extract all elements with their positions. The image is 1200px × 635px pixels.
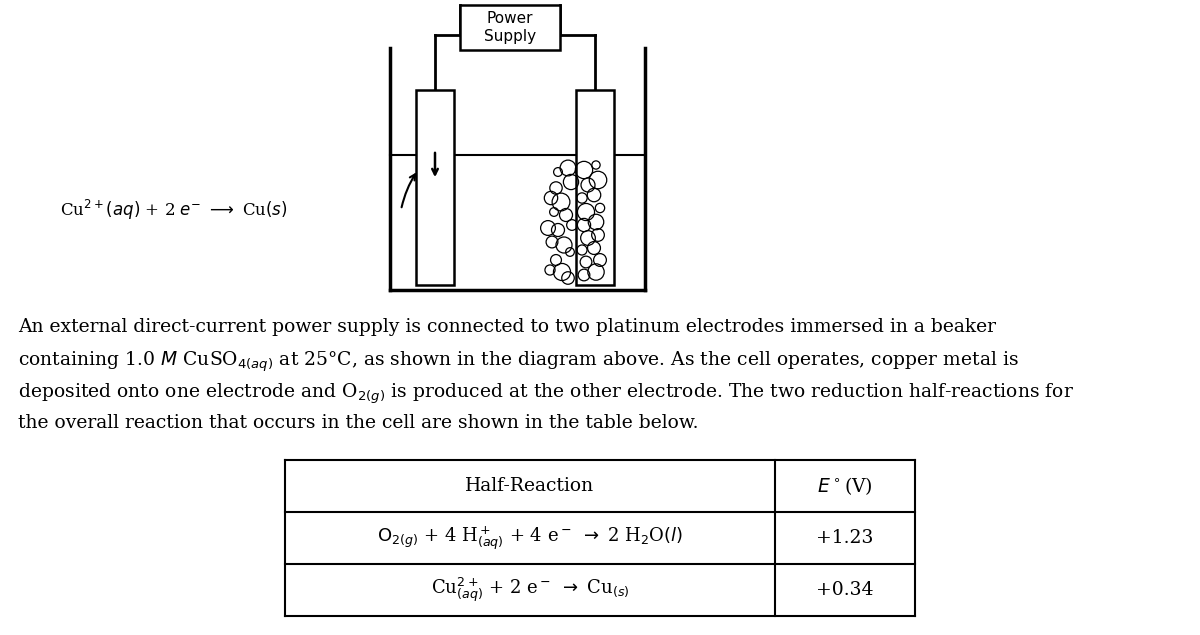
Text: containing 1.0 $M$ CuSO$_{4(aq)}$ at 25°C, as shown in the diagram above. As the: containing 1.0 $M$ CuSO$_{4(aq)}$ at 25°… xyxy=(18,350,1019,375)
Text: the overall reaction that occurs in the cell are shown in the table below.: the overall reaction that occurs in the … xyxy=(18,414,698,432)
Text: deposited onto one electrode and O$_{2(g)}$ is produced at the other electrode. : deposited onto one electrode and O$_{2(g… xyxy=(18,382,1074,406)
Text: An external direct-current power supply is connected to two platinum electrodes : An external direct-current power supply … xyxy=(18,318,996,336)
Text: +0.34: +0.34 xyxy=(816,581,874,599)
Text: Cu$^{2+}$$(aq)$ + 2 $e^{-}$ $\longrightarrow$ Cu$(s)$: Cu$^{2+}$$(aq)$ + 2 $e^{-}$ $\longrighta… xyxy=(60,198,288,222)
Bar xyxy=(460,5,560,50)
Bar xyxy=(416,90,454,285)
Text: Half-Reaction: Half-Reaction xyxy=(466,477,594,495)
Text: +1.23: +1.23 xyxy=(816,529,874,547)
Text: Cu$^{2+}_{(aq)}$ + 2 e$^-$ $\rightarrow$ Cu$_{(s)}$: Cu$^{2+}_{(aq)}$ + 2 e$^-$ $\rightarrow$… xyxy=(431,576,629,604)
Text: $E^\circ$(V): $E^\circ$(V) xyxy=(817,475,872,497)
Bar xyxy=(576,90,614,285)
Text: $\mathrm{O}_{2(g)}$ + 4 H$^+_{(aq)}$ + 4 e$^-$ $\rightarrow$ 2 H$_2$O$(l)$: $\mathrm{O}_{2(g)}$ + 4 H$^+_{(aq)}$ + 4… xyxy=(377,525,683,552)
Text: Power
Supply: Power Supply xyxy=(484,11,536,44)
